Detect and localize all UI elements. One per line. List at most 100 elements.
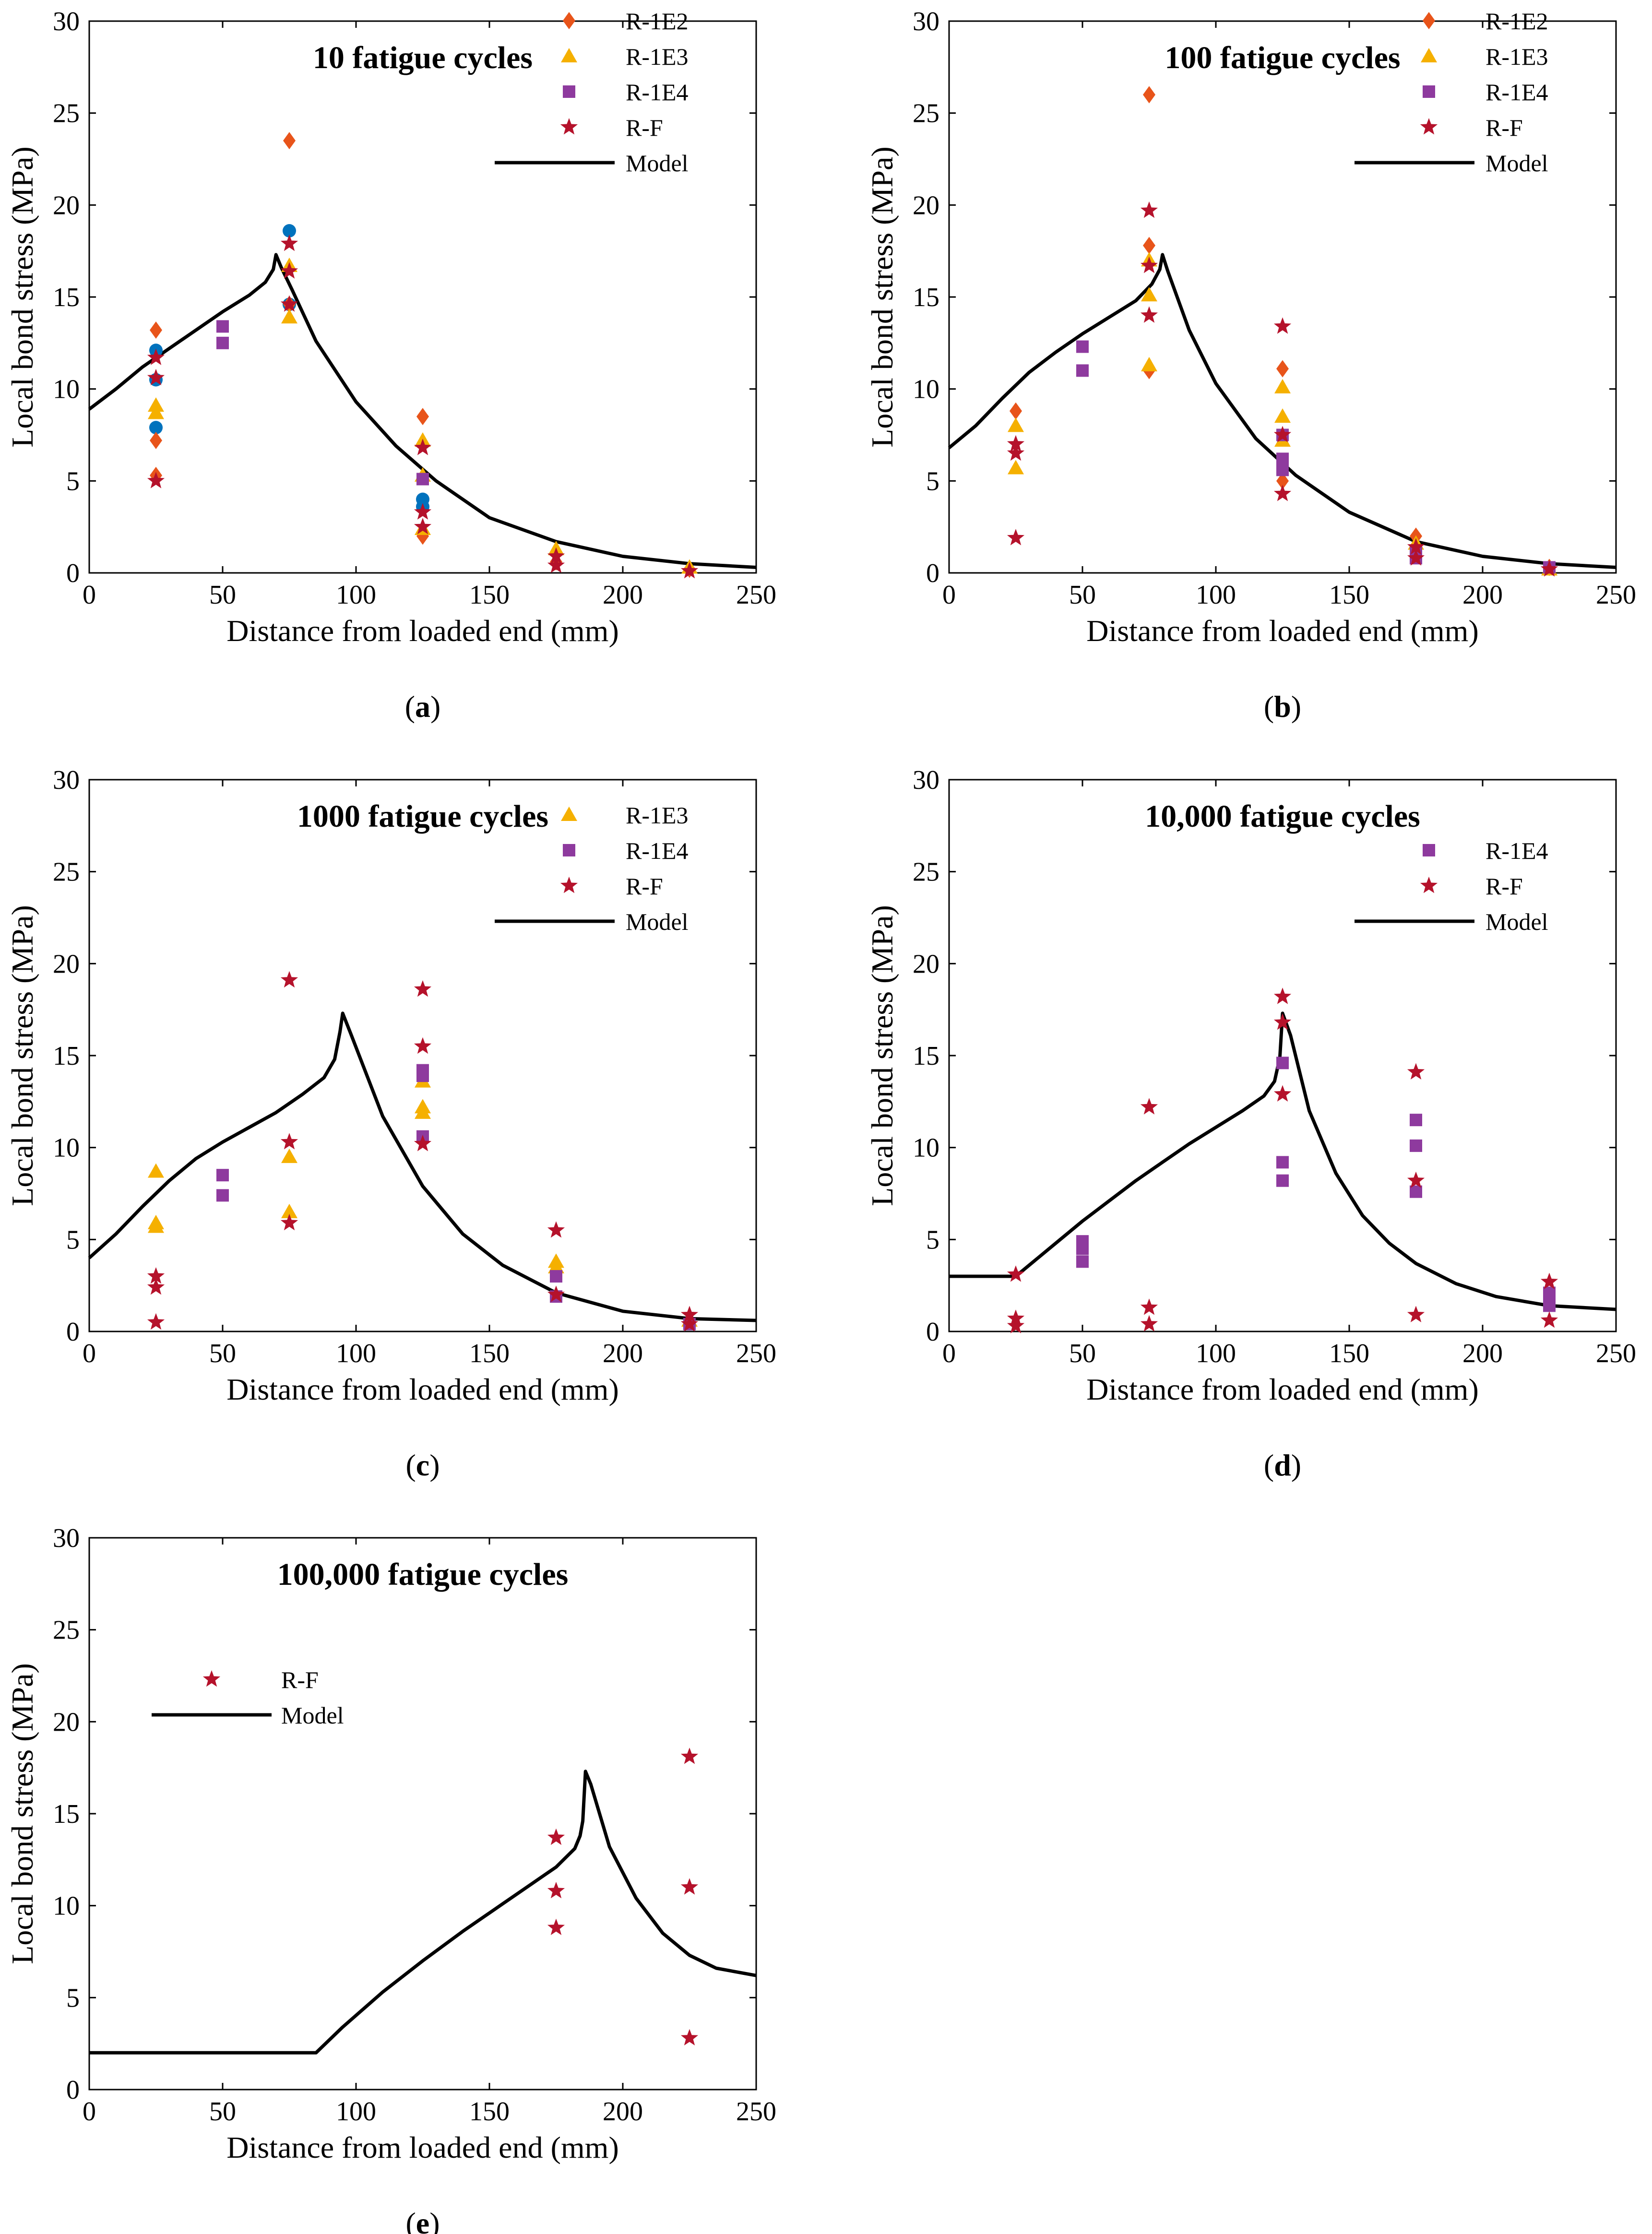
x-tick-label: 0 [942,580,956,610]
data-point [1274,379,1291,393]
data-point [680,2029,699,2045]
data-point [547,1285,565,1302]
series-r-1e4 [216,320,429,486]
data-point [147,1278,165,1295]
data-point [1007,435,1025,452]
data-point [1276,472,1289,490]
x-tick-label: 50 [1069,580,1096,610]
legend: R-F Model [152,1666,344,1729]
data-point [547,547,565,564]
data-point [1410,1139,1422,1152]
y-tick-label: 10 [53,375,80,404]
data-point [1543,1299,1556,1312]
data-point [216,1189,229,1202]
series-r-1e4 [1076,1057,1556,1312]
data-point [1273,485,1292,501]
x-tick-label: 200 [1462,1339,1503,1368]
legend: R-1E4 R-F Model [1355,837,1548,935]
data-point [216,320,229,333]
y-tick-label: 0 [926,1317,939,1347]
y-tick-label: 15 [913,1041,939,1071]
x-tick-label: 200 [603,1339,643,1368]
x-axis-label: Distance from loaded end (mm) [226,1372,619,1406]
data-point [548,1259,564,1273]
data-point [1076,1255,1089,1268]
x-tick-label: 0 [83,2097,96,2127]
data-point [1274,408,1291,423]
data-point [547,556,565,573]
y-tick-label: 25 [913,857,939,887]
data-point [147,472,165,488]
series-r-1e2 [1010,86,1556,576]
panel-caption: (b) [1264,689,1301,724]
data-point [1076,1242,1089,1255]
x-axis-label: Distance from loaded end (mm) [1086,1372,1479,1406]
x-tick-label: 200 [1462,580,1503,610]
legend-label: R-1E4 [626,837,689,864]
x-tick-label: 50 [209,2097,236,2127]
legend-label: Model [1486,908,1548,935]
data-point [283,132,296,150]
y-tick-label: 10 [53,1133,80,1163]
data-point [1140,256,1158,273]
x-tick-label: 150 [1329,580,1369,610]
data-point [1143,237,1155,254]
data-point [1140,1298,1158,1315]
legend-label: R-1E3 [626,43,689,70]
legend-marker [1421,48,1437,62]
chart-panel-e: 0 50 100 150 200 250 0 5 10 15 20 25 30 Distance from… [5,1523,776,2234]
legend-label: Model [626,150,689,177]
x-tick-label: 100 [336,1339,376,1368]
legend-label: Model [626,908,689,935]
y-tick-label: 20 [53,190,80,220]
y-tick-label: 30 [913,7,939,36]
y-tick-label: 5 [926,1225,939,1255]
x-tick-label: 50 [209,580,236,610]
x-tick-label: 250 [736,580,776,610]
data-point [680,1315,699,1331]
data-point [149,421,163,435]
x-tick-label: 50 [209,1339,236,1368]
data-point [1407,538,1425,555]
data-point [147,1267,165,1284]
y-tick-label: 15 [913,283,939,312]
data-point [680,1747,699,1764]
data-point [414,518,432,535]
y-tick-label: 20 [913,949,939,979]
data-point [1276,360,1289,378]
data-point [416,473,429,486]
data-point [1007,1317,1025,1333]
data-point [280,234,298,251]
legend-label: R-1E4 [1486,79,1548,106]
data-point [148,1218,164,1233]
data-point [283,224,296,238]
model-line [948,253,1616,569]
legend-label: R-F [281,1666,319,1693]
data-point [414,980,432,997]
model-line [88,253,757,569]
x-tick-label: 250 [736,1339,776,1368]
series-r-f [1007,201,1558,577]
legend: R-1E3 R-1E4 R-F Model [495,802,689,935]
legend-label: R-1E3 [626,802,689,829]
series-r-1e3 [1008,252,1557,576]
data-point [1140,1098,1158,1115]
x-tick-label: 100 [336,2097,376,2127]
x-tick-label: 200 [603,2097,643,2127]
legend-label: Model [281,1702,344,1729]
data-point [547,1882,565,1899]
x-tick-label: 250 [1596,1339,1636,1368]
series-r-f [547,1747,699,2045]
data-point [1141,356,1157,371]
data-point [1276,1156,1289,1169]
data-point [1273,987,1292,1004]
model-line [89,1770,757,2055]
data-point [414,1037,432,1054]
legend-label: R-F [1486,114,1523,141]
y-tick-label: 15 [53,1041,80,1071]
legend-label: R-1E3 [1486,43,1548,70]
y-tick-label: 0 [66,2075,80,2105]
y-tick-label: 5 [926,466,939,496]
data-point [1276,1057,1289,1069]
